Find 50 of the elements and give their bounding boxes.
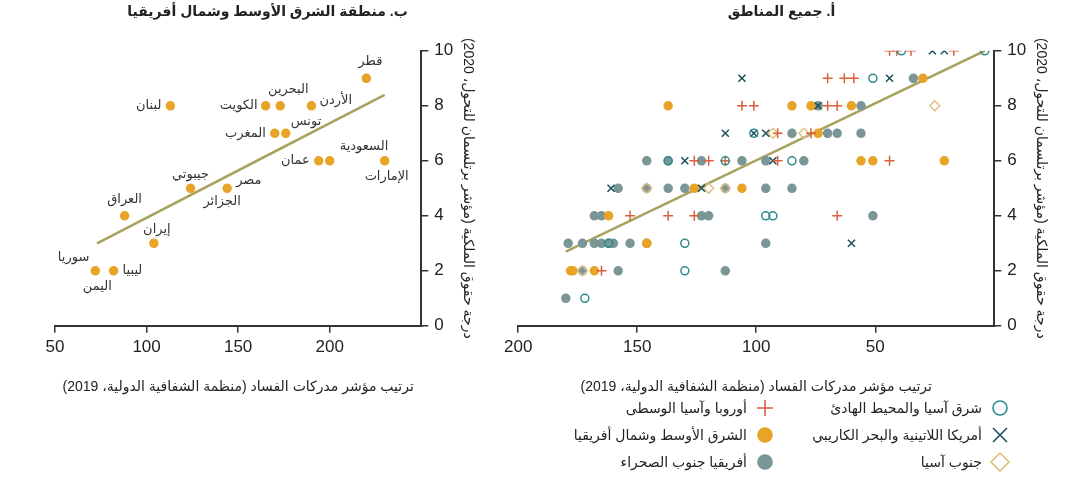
annotation: عمان	[280, 152, 310, 168]
annotation: مصر	[235, 171, 262, 188]
y-tick-label: 10	[1007, 40, 1027, 60]
y-tick-label: 4	[434, 205, 444, 225]
annotation: قطر	[357, 52, 383, 69]
y-tick-label: 2	[1007, 260, 1017, 280]
annotation: ليبيا	[122, 262, 143, 278]
y-tick-label: 0	[1007, 315, 1017, 335]
annotation: جيبوتي	[172, 165, 210, 182]
y-axis-title: درجة حقوق الملكية (مؤشر برتلسمان للتحول، 2020)	[1032, 37, 1050, 339]
legend-label: جنوب آسيا	[920, 454, 982, 470]
y-tick-label: 0	[434, 315, 444, 335]
annotation: العراق	[107, 191, 142, 208]
y-tick-label: 6	[1007, 150, 1017, 170]
legend-label: شرق آسيا والمحيط الهادئ	[830, 400, 982, 416]
annotation: سوريا	[57, 249, 90, 266]
y-axis-title: درجة حقوق الملكية (مؤشر برتلسمان للتحول، 2020)	[459, 37, 477, 339]
y-tick-label: 8	[1007, 95, 1017, 115]
x-tick-label: 150	[223, 336, 253, 356]
legend-label: أمريكا اللاتينية والبحر الكاريبي	[812, 427, 982, 443]
chart-title: أ. جميع المناطق	[727, 2, 836, 21]
y-tick-label: 10	[434, 40, 454, 60]
x-tick-label: 50	[865, 336, 885, 356]
x-tick-label: 200	[503, 336, 533, 356]
x-tick-label: 100	[132, 336, 161, 356]
x-axis-title: ترتيب مؤشر مدركات الفساد (منظمة الشفافية الدولية، 2019)	[580, 378, 933, 396]
annotation: البحرين	[267, 81, 309, 98]
annotation: اليمن	[82, 278, 112, 295]
x-tick-label: 100	[742, 336, 771, 356]
annotation: السعودية	[339, 138, 389, 155]
legend-label: أفريقيا جنوب الصحراء	[620, 454, 747, 470]
y-tick-label: 4	[1007, 205, 1017, 225]
annotation: الكويت	[219, 97, 258, 114]
y-tick-label: 2	[434, 260, 444, 280]
annotation: المغرب	[224, 124, 266, 141]
annotation: الإمارات	[364, 168, 409, 185]
annotation: لبنان	[136, 97, 162, 113]
x-tick-label: 150	[623, 336, 652, 356]
y-tick-label: 8	[434, 95, 444, 115]
annotation: إيران	[143, 220, 171, 237]
x-tick-label: 50	[45, 336, 65, 356]
y-tick-label: 6	[434, 150, 444, 170]
x-axis-title: ترتيب مؤشر مدركات الفساد (منظمة الشفافية الدولية، 2019)	[62, 378, 414, 396]
annotation: الجزائر	[202, 192, 241, 209]
chart-title: ب. منطقة الشرق الأوسط وشمال أفريقيا	[127, 2, 408, 21]
legend-label: الشرق الأوسط وشمال أفريقيا	[573, 427, 747, 443]
x-tick-label: 200	[315, 336, 344, 356]
annotation: الأردن	[319, 91, 353, 109]
annotation: تونس	[290, 112, 322, 129]
legend-label: أوروبا وآسيا الوسطى	[625, 400, 747, 416]
